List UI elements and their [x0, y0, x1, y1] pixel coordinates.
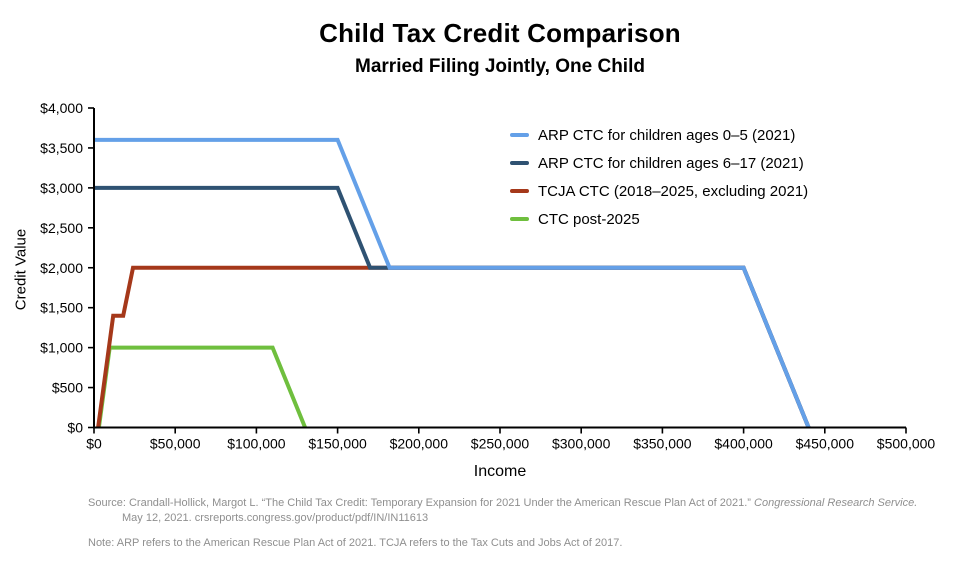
legend-label: CTC post-2025: [538, 210, 640, 228]
source-citation: Source: Crandall-Hollick, Margot L. “The…: [88, 496, 948, 526]
legend-label: ARP CTC for children ages 6–17 (2021): [538, 154, 804, 172]
x-tick-label: $200,000: [390, 436, 449, 452]
legend-item-post-2025: CTC post-2025: [510, 210, 808, 228]
legend-swatch-icon: [510, 216, 529, 222]
legend-swatch-icon: [510, 160, 529, 166]
y-tick-label: $2,000: [40, 260, 83, 276]
legend-item-arp-6-17: ARP CTC for children ages 6–17 (2021): [510, 154, 808, 172]
legend-item-arp-0-5: ARP CTC for children ages 0–5 (2021): [510, 126, 808, 144]
legend-swatch-icon: [510, 132, 529, 138]
y-tick-label: $1,000: [40, 340, 83, 356]
x-tick-label: $450,000: [796, 436, 855, 452]
source-journal-italic: Congressional Research Service.: [754, 497, 918, 509]
x-axis-title: Income: [473, 463, 527, 480]
legend-label: TCJA CTC (2018–2025, excluding 2021): [538, 182, 809, 200]
chart-header: Child Tax Credit Comparison Married Fili…: [94, 18, 906, 78]
x-tick-label: $400,000: [714, 436, 773, 452]
source-line-2: May 12, 2021. crsreports.congress.gov/pr…: [122, 512, 429, 524]
x-tick-label: $100,000: [227, 436, 286, 452]
x-tick-label: $50,000: [150, 436, 201, 452]
y-tick-label: $1,500: [40, 300, 83, 316]
x-tick-label: $300,000: [552, 436, 611, 452]
x-tick-label: $150,000: [308, 436, 367, 452]
y-tick-label: $4,000: [40, 100, 83, 116]
source-text: Source: Crandall-Hollick, Margot L. “The…: [88, 497, 755, 509]
series-line-3: [96, 345, 307, 429]
y-tick-label: $2,500: [40, 220, 83, 236]
legend-item-tcja: TCJA CTC (2018–2025, excluding 2021): [510, 182, 809, 200]
x-tick-label: $500,000: [877, 436, 936, 452]
page-title: Child Tax Credit Comparison: [319, 18, 681, 48]
line-chart-canvas: $0 $50,000 $100,000 $150,000 $200,000 $250,00…: [40, 100, 936, 452]
footnote: Note: ARP refers to the American Rescue …: [88, 537, 623, 549]
y-tick-label: $500: [52, 380, 83, 396]
source-line-1: Source: Crandall-Hollick, Margot L. “The…: [88, 496, 948, 511]
y-tick-label: $0: [67, 420, 83, 436]
y-tick-label: $3,500: [40, 140, 83, 156]
legend-label: ARP CTC for children ages 0–5 (2021): [538, 126, 796, 144]
x-tick-label: $350,000: [633, 436, 692, 452]
legend-swatch-icon: [510, 188, 529, 194]
series-line-0: [94, 137, 811, 429]
y-axis-title: Credit Value: [12, 228, 30, 311]
x-tick-label: $0: [86, 436, 102, 452]
y-tick-label: $3,000: [40, 180, 83, 196]
chart-legend: ARP CTC for children ages 0–5 (2021) ARP…: [510, 126, 809, 228]
x-tick-label: $250,000: [471, 436, 530, 452]
page-subtitle: Married Filing Jointly, One Child: [355, 56, 645, 77]
